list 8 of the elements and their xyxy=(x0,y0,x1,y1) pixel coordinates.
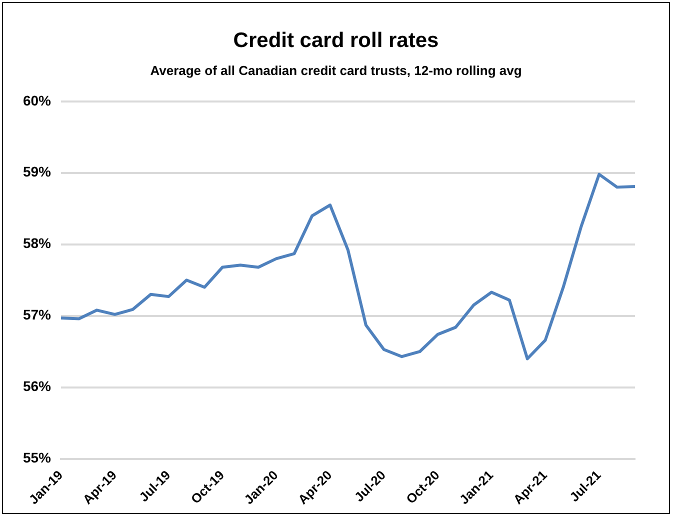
y-tick-label: 55% xyxy=(22,450,52,466)
y-tick-label: 58% xyxy=(22,235,52,252)
y-tick-label: 60% xyxy=(22,92,52,108)
y-tick-label: 57% xyxy=(22,306,52,323)
y-tick-label: 59% xyxy=(22,164,52,180)
y-tick-label: 56% xyxy=(22,378,52,394)
chart-subtitle: Average of all Canadian credit card trusts, 12-mo rolling avg xyxy=(149,63,523,78)
chart-title: Credit card roll rates xyxy=(232,29,440,53)
